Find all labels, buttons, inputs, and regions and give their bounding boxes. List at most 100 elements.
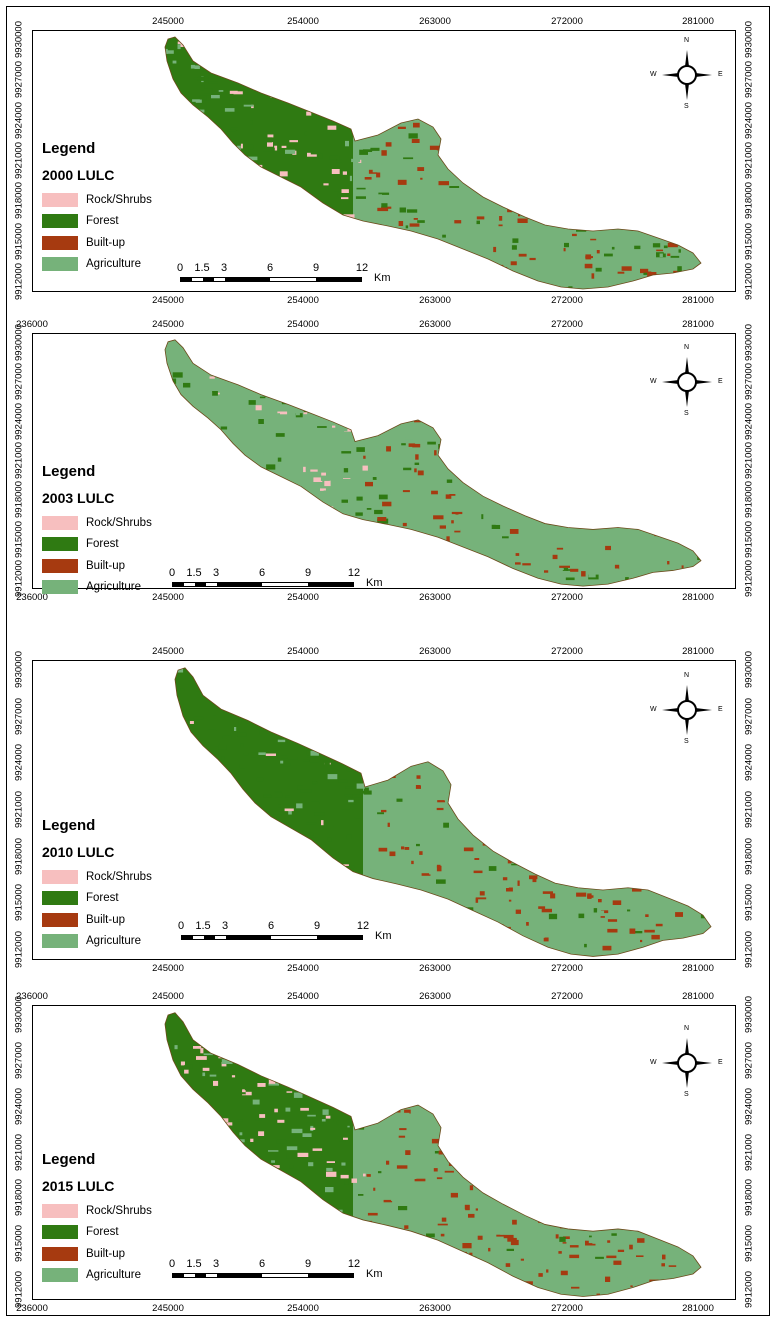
lulc-map — [174, 667, 712, 957]
y-tick-label-right: 9930000 — [743, 996, 755, 1033]
x-tick-label-top: 245000 — [152, 319, 184, 330]
legend-item-label: Rock/Shrubs — [86, 1204, 152, 1217]
y-tick-label-right: 9930000 — [743, 651, 755, 688]
legend-item-label: Forest — [86, 1226, 119, 1239]
legend-title: Legend — [42, 817, 96, 834]
legend-swatch-rock-shrubs — [42, 1203, 78, 1218]
y-tick-label-right: 9924000 — [743, 1087, 755, 1125]
compass-e: E — [718, 706, 723, 713]
watershed-area — [165, 1012, 701, 1297]
x-tick-label-bottom: 254000 — [287, 592, 319, 603]
compass-s: S — [684, 738, 689, 745]
x-tick-label-top: 263000 — [419, 991, 451, 1002]
scale-label: 0 — [168, 567, 176, 579]
x-tick-label-bottom: 281000 — [682, 963, 714, 974]
x-tick-label-bottom: 263000 — [419, 295, 451, 306]
y-tick-label-left: 9930000 — [13, 651, 25, 688]
x-tick-label-top: 263000 — [419, 319, 451, 330]
y-tick-label-left: 9915000 — [13, 884, 25, 922]
x-tick-label-top: 254000 — [287, 646, 319, 657]
legend-subtitle: 2015 LULC — [42, 1178, 115, 1194]
y-tick-label-right: 9912000 — [743, 931, 755, 968]
scale-label: 0 — [177, 920, 185, 932]
scale-label: 1.5 — [195, 920, 211, 932]
map-frame — [32, 1005, 736, 1300]
compass-e: E — [718, 378, 723, 385]
scale-label: 3 — [212, 1258, 220, 1270]
scale-unit: Km — [366, 1268, 383, 1280]
scale-bar-graphic — [180, 277, 362, 282]
legend-swatch-rock-shrubs — [42, 869, 78, 884]
y-tick-label-left: 9927000 — [13, 697, 25, 735]
x-tick-label-bottom: 245000 — [152, 592, 184, 603]
scale-label: 9 — [313, 920, 321, 932]
y-tick-label-right: 9924000 — [743, 744, 755, 782]
watershed-area — [165, 37, 701, 289]
compass-n: N — [684, 672, 690, 679]
legend-swatch-built-up — [42, 558, 78, 573]
x-tick-label-bottom: 281000 — [682, 295, 714, 306]
scale-label: 3 — [220, 262, 228, 274]
scale-label: 0 — [176, 262, 184, 274]
compass-w: W — [650, 378, 657, 385]
legend-swatch-built-up — [42, 235, 78, 250]
x-tick-label-bottom: 272000 — [551, 592, 583, 603]
north-arrow-icon: N S W E — [650, 672, 723, 745]
legend-item-label: Agriculture — [86, 258, 141, 271]
y-tick-label-right: 9918000 — [743, 837, 755, 875]
watershed-boundary — [164, 339, 702, 587]
x-tick-label-top: 281000 — [682, 319, 714, 330]
legend-item-label: Forest — [86, 538, 119, 551]
compass-n: N — [684, 344, 690, 351]
x-tick-label-top: 245000 — [152, 646, 184, 657]
legend-swatch-agriculture — [42, 1268, 78, 1283]
legend-title: Legend — [42, 1151, 96, 1168]
y-tick-label-right: 9912000 — [743, 263, 755, 300]
compass-s: S — [684, 410, 689, 417]
y-tick-label-left: 9918000 — [13, 837, 25, 875]
compass-n: N — [684, 1025, 690, 1032]
legend-swatch-forest — [42, 214, 78, 229]
scale-label: 6 — [258, 567, 266, 579]
scale-bar-graphic — [172, 582, 354, 587]
compass-e: E — [718, 1059, 723, 1066]
lulc-map — [164, 1012, 702, 1297]
scale-label: 9 — [312, 262, 320, 274]
x-tick-label-top: 281000 — [682, 991, 714, 1002]
north-arrow-icon: N S W E — [650, 1025, 723, 1098]
legend-item-label: Forest — [86, 215, 119, 228]
map-legend: Legend 2003 LULC Rock/Shrubs Forest Built-up… — [42, 463, 152, 598]
legend-item: Built-up — [42, 232, 152, 254]
x-tick-label-bottom: 254000 — [287, 963, 319, 974]
legend-item-label: Rock/Shrubs — [86, 516, 152, 529]
legend-swatch-rock-shrubs — [42, 515, 78, 530]
x-tick-label-bottom: 245000 — [152, 1303, 184, 1314]
x-tick-label-bottom: 272000 — [551, 295, 583, 306]
watershed-area — [175, 667, 711, 957]
legend-item: Built-up — [42, 555, 152, 577]
legend-item: Rock/Shrubs — [42, 866, 152, 888]
legend-swatch-built-up — [42, 1246, 78, 1261]
y-tick-label-left: 9924000 — [13, 1087, 25, 1125]
north-arrow-icon: N S W E — [650, 37, 723, 110]
x-tick-label-top: 254000 — [287, 16, 319, 27]
legend-swatch-built-up — [42, 912, 78, 927]
scale-unit: Km — [366, 577, 383, 589]
x-tick-label-top: 281000 — [682, 16, 714, 27]
scale-bar: 0 1.5 3 6 9 12 Km — [176, 262, 391, 284]
legend-item: Forest — [42, 1222, 152, 1244]
y-tick-label-right: 9918000 — [743, 1179, 755, 1217]
legend-subtitle: 2000 LULC — [42, 167, 115, 183]
legend-subtitle: 2003 LULC — [42, 490, 115, 506]
y-tick-label-right: 9921000 — [743, 1133, 755, 1171]
scale-bar-graphic — [181, 935, 363, 940]
compass-s: S — [684, 103, 689, 110]
legend-swatch-forest — [42, 1225, 78, 1240]
legend-item-label: Rock/Shrubs — [86, 870, 152, 883]
legend-title: Legend — [42, 140, 96, 157]
scale-label: 1.5 — [186, 567, 202, 579]
y-tick-label-right: 9927000 — [743, 1041, 755, 1079]
map-panel: 245000 254000 263000 272000 281000 245000 2540… — [0, 7, 776, 322]
scale-bar: 0 1.5 3 6 9 12 Km — [168, 567, 383, 589]
scale-label: 1.5 — [186, 1258, 202, 1270]
